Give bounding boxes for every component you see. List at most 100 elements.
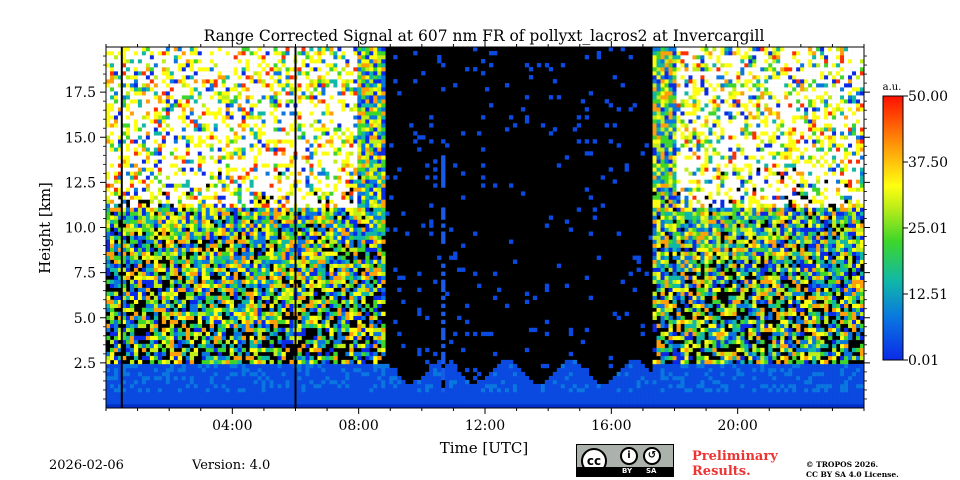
heatmap-cell <box>213 251 219 256</box>
heatmap-cell <box>117 207 123 212</box>
heatmap-cell <box>173 203 179 208</box>
heatmap-cell <box>157 75 163 80</box>
heatmap-cell <box>125 339 131 345</box>
heatmap-cell <box>245 239 250 244</box>
heatmap-cell <box>297 175 302 180</box>
heatmap-cell <box>273 391 278 397</box>
heatmap-cell <box>253 119 258 124</box>
heatmap-cell <box>253 387 258 393</box>
heatmap-cell <box>233 171 238 176</box>
heatmap-cell <box>317 159 322 164</box>
heatmap-cell <box>301 99 306 104</box>
heatmap-cell <box>209 315 215 321</box>
heatmap-cell <box>157 219 163 224</box>
heatmap-cell <box>349 179 354 184</box>
heatmap-cell <box>185 111 191 116</box>
heatmap-cell <box>309 263 314 268</box>
heatmap-cell <box>233 283 238 288</box>
heatmap-cell <box>273 403 278 409</box>
heatmap-cell <box>341 131 346 136</box>
heatmap-cell <box>173 331 179 337</box>
heatmap-cell <box>317 231 322 236</box>
heatmap-cell <box>213 91 219 96</box>
heatmap-cell <box>225 359 230 365</box>
heatmap-cell <box>253 51 258 56</box>
heatmap-cell <box>193 379 199 385</box>
heatmap-cell <box>129 255 135 260</box>
heatmap-cell <box>173 91 179 96</box>
heatmap-cell <box>229 351 234 357</box>
heatmap-cell <box>253 107 258 112</box>
heatmap-cell <box>193 263 199 268</box>
heatmap-cell <box>213 171 219 176</box>
heatmap-cell <box>297 363 302 369</box>
heatmap-cell <box>345 327 350 333</box>
heatmap-cell <box>197 331 203 337</box>
heatmap-cell <box>321 303 326 309</box>
heatmap-cell <box>249 359 254 365</box>
heatmap-cell <box>117 283 123 288</box>
heatmap-cell <box>333 139 338 144</box>
heatmap-cell <box>285 371 290 377</box>
heatmap-cell <box>185 183 191 188</box>
heatmap-cell <box>141 71 147 76</box>
heatmap-cell <box>165 275 171 280</box>
heatmap-cell <box>209 47 215 52</box>
heatmap-cell <box>349 219 354 224</box>
heatmap-cell <box>273 167 278 172</box>
heatmap-cell <box>137 215 143 220</box>
heatmap-cell <box>349 403 354 409</box>
heatmap-cell <box>309 191 314 196</box>
heatmap-cell <box>349 367 354 373</box>
heatmap-cell <box>301 343 306 349</box>
heatmap-cell <box>345 227 350 232</box>
heatmap-cell <box>345 111 350 116</box>
heatmap-cell <box>137 395 143 401</box>
heatmap-cell <box>241 323 246 329</box>
heatmap-cell <box>157 195 163 200</box>
heatmap-cell <box>113 259 119 264</box>
heatmap-cell <box>205 87 211 92</box>
heatmap-cell <box>121 235 127 240</box>
heatmap-cell <box>241 239 246 244</box>
heatmap-cell <box>289 147 294 152</box>
heatmap-cell <box>241 371 246 377</box>
heatmap-cell <box>261 187 266 192</box>
heatmap-cell <box>297 247 302 252</box>
heatmap-cell <box>149 143 155 148</box>
heatmap-cell <box>217 255 222 260</box>
heatmap-cell <box>221 115 226 120</box>
heatmap-cell <box>229 103 234 108</box>
heatmap-cell <box>153 347 159 353</box>
heatmap-cell <box>313 135 318 140</box>
heatmap-cell <box>285 179 290 184</box>
heatmap-cell <box>309 119 314 124</box>
heatmap-cell <box>253 367 258 373</box>
heatmap-cell <box>197 199 203 204</box>
heatmap-cell <box>285 103 290 108</box>
heatmap-cell <box>117 75 123 80</box>
heatmap-cell <box>109 311 115 317</box>
heatmap-cell <box>305 75 310 80</box>
heatmap-cell <box>277 355 282 361</box>
heatmap-cell <box>345 299 350 305</box>
heatmap-cell <box>213 119 219 124</box>
heatmap-cell <box>217 95 222 100</box>
heatmap-cell <box>117 167 123 172</box>
heatmap-cell <box>113 47 119 52</box>
heatmap-cell <box>177 147 183 152</box>
heatmap-cell <box>285 67 290 72</box>
heatmap-cell <box>297 195 302 200</box>
heatmap-cell <box>313 131 318 136</box>
heatmap-cell <box>273 175 278 180</box>
heatmap-cell <box>221 271 226 276</box>
heatmap-cell <box>225 107 230 112</box>
heatmap-cell <box>205 195 211 200</box>
heatmap-cell <box>245 211 250 216</box>
heatmap-cell <box>185 259 191 264</box>
heatmap-cell <box>165 163 171 168</box>
heatmap-cell <box>173 399 179 405</box>
heatmap-cell <box>149 123 155 128</box>
heatmap-cell <box>113 399 119 405</box>
heatmap-cell <box>185 143 191 148</box>
